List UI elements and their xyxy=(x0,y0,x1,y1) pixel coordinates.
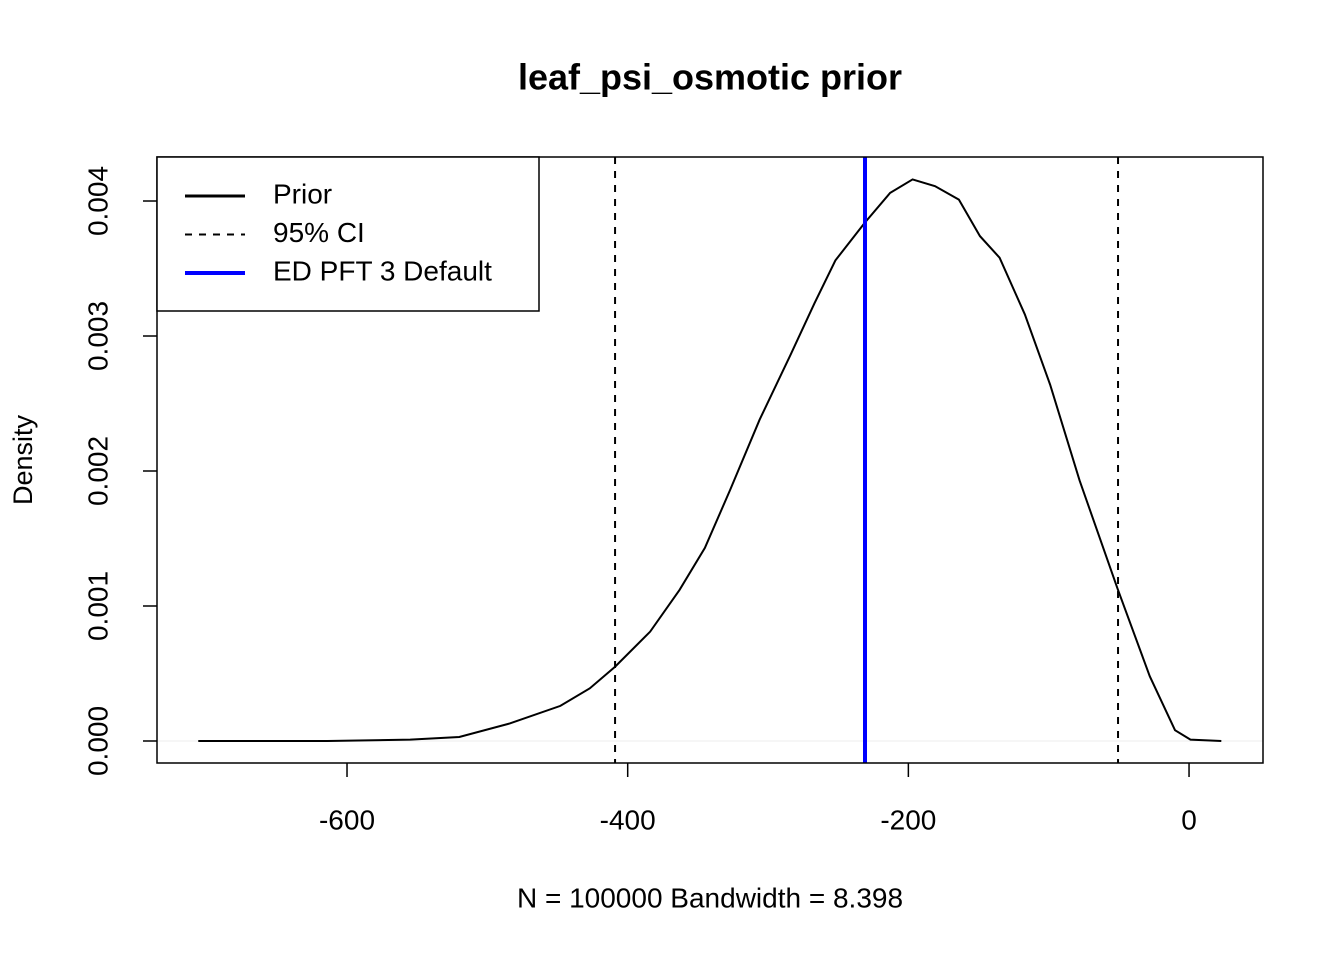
plot-frame xyxy=(156,156,1264,764)
x-axis-label: N = 100000 Bandwidth = 8.398 xyxy=(517,882,903,913)
legend-box xyxy=(156,156,540,312)
x-tick-label: -400 xyxy=(600,804,656,835)
legend-label: ED PFT 3 Default xyxy=(273,255,492,286)
y-tick-label: 0.002 xyxy=(82,436,113,506)
x-tick-label: -200 xyxy=(880,804,936,835)
y-tick-label: 0.000 xyxy=(82,706,113,776)
y-axis-label: Density xyxy=(8,414,38,505)
x-tick-label: 0 xyxy=(1181,804,1197,835)
density-line xyxy=(198,178,1222,742)
x-tick-label: -600 xyxy=(319,804,375,835)
chart-title: leaf_psi_osmotic prior xyxy=(518,57,902,98)
y-tick-label: 0.001 xyxy=(82,571,113,641)
y-tick-label: 0.004 xyxy=(82,166,113,236)
legend-label: 95% CI xyxy=(273,217,365,248)
y-tick-label: 0.003 xyxy=(82,301,113,371)
legend-label: Prior xyxy=(273,178,332,209)
